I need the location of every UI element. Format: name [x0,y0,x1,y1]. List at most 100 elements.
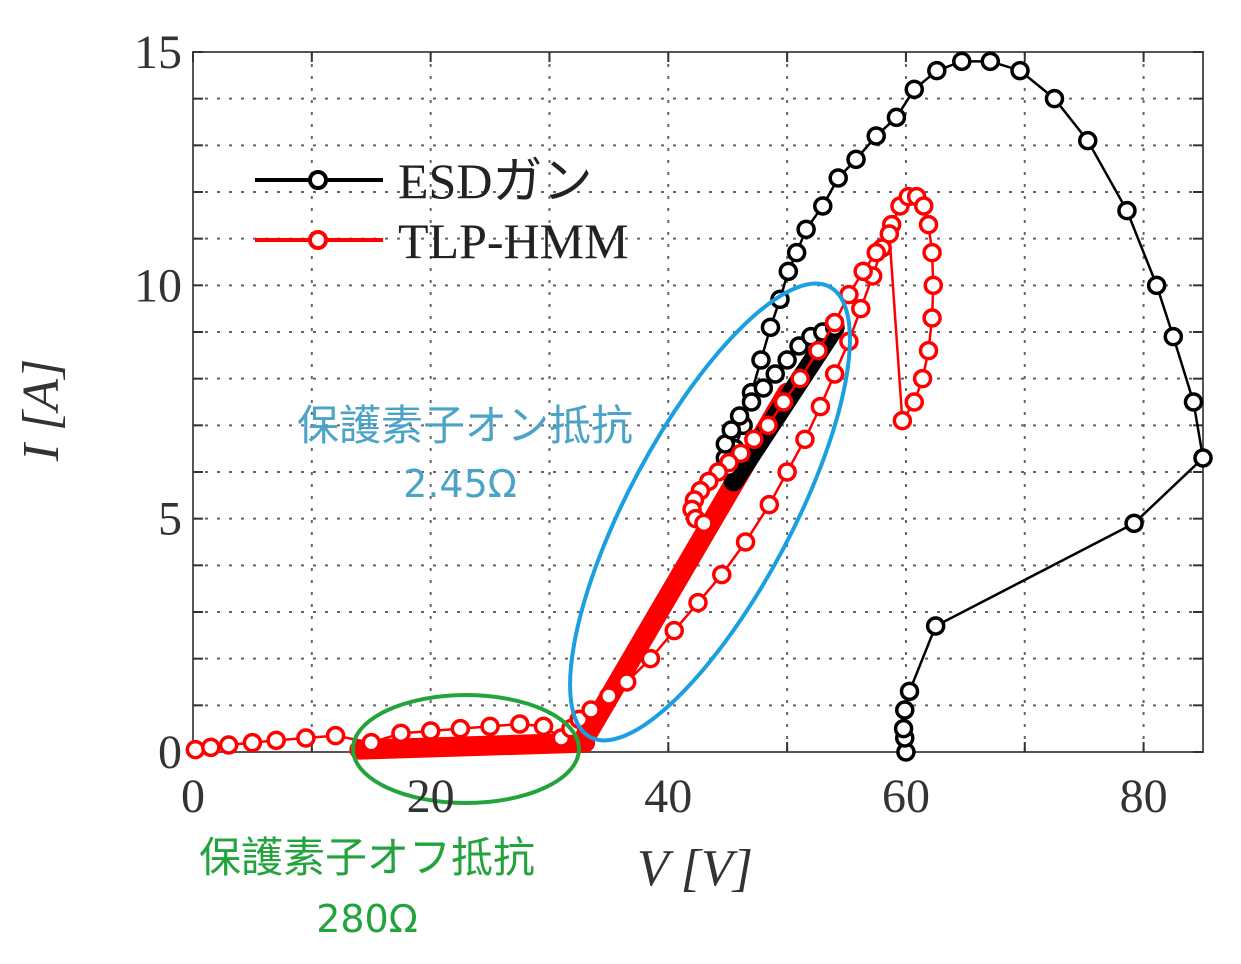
data-point [895,700,915,720]
data-point [765,364,785,384]
data-point [741,392,762,412]
data-point [480,716,500,737]
on-resistance-ellipse [568,281,852,743]
data-point [778,261,799,282]
data-point [1077,130,1098,151]
x-axis-label: V [V] [637,840,753,897]
data-point [927,60,947,81]
data-point [664,620,684,641]
data-point [218,735,239,755]
data-point [922,242,942,263]
data-point [420,721,441,741]
data-point [904,392,925,412]
data-point [866,126,886,146]
data-point [886,107,907,128]
data-point [813,196,833,216]
data-series [185,51,1213,762]
data-point [796,219,816,240]
y-tick-label: 0 [158,726,182,779]
y-axis-label: I [A] [13,359,70,463]
data-point [777,462,797,482]
y-tick-label: 10 [134,259,182,312]
data-point [296,728,316,748]
data-point [1163,326,1184,347]
data-point [391,723,411,744]
x-tick-label: 20 [407,770,455,823]
data-point [361,732,381,753]
data-point [201,737,221,758]
data-point [846,149,866,170]
data-point [533,716,554,737]
legend-item-esd: ESDガン [255,153,592,209]
data-point [777,350,797,370]
legend-label-tlp: TLP-HMM [398,213,629,269]
data-point [688,592,708,613]
legend-marker-tlp [308,230,328,250]
ticks [192,51,1203,753]
legend-marker-esd [308,170,328,190]
data-point [721,420,742,440]
data-point [242,732,263,753]
grid [193,52,1203,752]
data-point [790,368,810,389]
annotation-on-resistance-value: 2.45Ω [403,462,517,506]
annotation-off-resistance-title: 保護素子オフ抵抗 [199,833,535,882]
data-point [760,317,781,338]
data-point [892,410,913,431]
data-point [808,340,828,361]
data-point [1183,392,1204,412]
data-point [1044,88,1065,109]
x-tick-label: 0 [181,770,205,823]
off-resistance-ellipse [351,693,581,805]
data-point [980,51,1001,72]
data-point [694,513,714,534]
data-point [266,730,286,751]
data-point [853,261,873,282]
data-point [912,368,933,389]
tick-labels: 0 20 40 60 80 0 5 10 15 [134,26,1168,823]
data-point [899,681,920,702]
data-point [640,648,661,669]
data-point [759,494,780,515]
legend-item-tlp: TLP-HMM [255,213,629,269]
data-point [744,429,764,450]
data-point [786,242,807,263]
data-point [918,214,939,235]
data-point [824,364,845,384]
plot-area [192,51,1204,753]
annotation-on-resistance-title: 保護素子オン抵抗 [297,401,633,450]
data-point [753,378,774,398]
data-point [712,564,732,585]
x-tick-label: 60 [882,770,930,823]
data-point [918,340,939,361]
data-point [893,718,914,739]
data-point [879,224,900,244]
data-point [866,242,886,263]
data-point [729,406,750,426]
series-tlp-hmm [185,186,944,760]
data-point [810,396,831,417]
data-point [185,739,206,760]
data-point [735,532,756,552]
data-point [1146,275,1167,296]
data-point [952,51,972,72]
data-point [510,714,530,734]
data-point [851,298,871,319]
data-point [325,725,346,746]
data-point [773,392,794,412]
data-point [824,312,845,333]
data-point [925,616,946,636]
data-point [581,700,601,720]
legend: ESDガン TLP-HMM [255,153,629,269]
annotation-off-resistance-value: 280Ω [316,897,418,941]
x-tick-label: 40 [644,770,692,823]
data-point [914,196,934,216]
data-point [904,79,925,100]
dense-data-band [349,732,596,760]
data-point [923,275,944,296]
data-point [616,672,637,692]
data-point [450,718,471,739]
data-point [828,168,848,188]
data-point [599,686,619,706]
